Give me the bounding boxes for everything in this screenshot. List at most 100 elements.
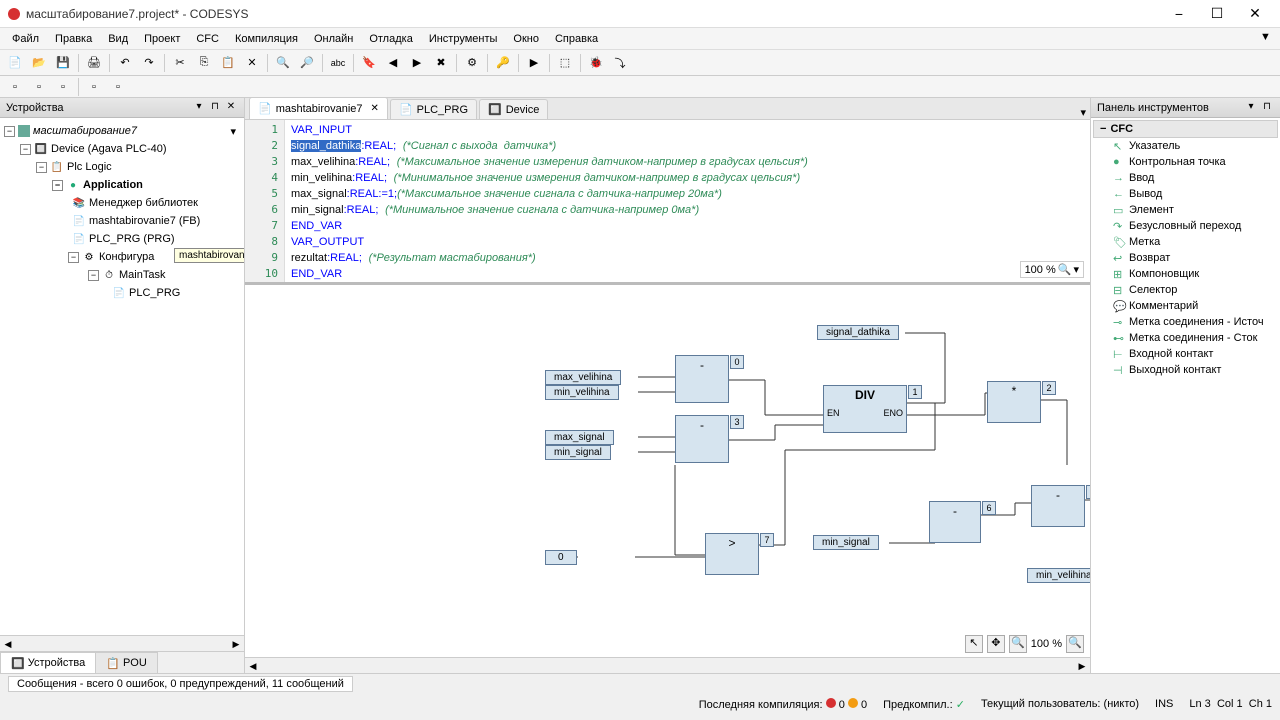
tool1[interactable]: ▫ [4,76,26,98]
move-tool-icon[interactable]: ✥ [987,635,1005,653]
panel-dropdown-icon[interactable]: ▾ [1244,101,1258,115]
input-max-signal[interactable]: max_signal [545,430,614,445]
tab-mashtabirovanie7[interactable]: 📄mashtabirovanie7✕ [249,97,388,119]
tree-root[interactable]: − масштабирование7 ▾ [4,122,240,140]
find-button[interactable]: 🔍 [272,52,294,74]
tool-item[interactable]: ⊷Метка соединения - Сток [1093,330,1278,346]
tab-devices[interactable]: 🔲Устройства [0,652,96,673]
tool-item[interactable]: ←Вывод [1093,186,1278,202]
redo-button[interactable]: ↷ [138,52,160,74]
close-icon[interactable]: ✕ [371,103,379,114]
tree-taskconf[interactable]: − ⚙ Конфигура mashtabirovanie7 (FB) [4,248,240,266]
undo-button[interactable]: ↶ [114,52,136,74]
tab-plcprg[interactable]: 📄PLC_PRG [390,99,477,119]
panel-pin-icon[interactable]: ⊓ [208,101,222,115]
panel-dropdown-icon[interactable]: ▾ [192,101,206,115]
menu-онлайн[interactable]: Онлайн [306,31,361,47]
input-zero[interactable]: 0 [545,550,577,565]
tab-pou[interactable]: 📋POU [95,652,158,673]
menu-вид[interactable]: Вид [100,31,136,47]
pointer-tool-icon[interactable]: ↖ [965,635,983,653]
prev-bookmark-button[interactable]: ◀ [382,52,404,74]
tree-maintask[interactable]: − ⏱ MainTask [4,266,240,284]
print-button[interactable]: 🖨 [83,52,105,74]
build-button[interactable]: ⚙ [461,52,483,74]
debug-button[interactable]: 🐞 [585,52,607,74]
copy-button[interactable]: ⎘ [193,52,215,74]
zoom-fit-icon[interactable]: 🔍 [1066,635,1084,653]
tool3[interactable]: ▫ [52,76,74,98]
tree-prg[interactable]: 📄 PLC_PRG (PRG) [4,230,240,248]
input-min-signal2[interactable]: min_signal [813,535,879,550]
tool-item[interactable]: →Ввод [1093,170,1278,186]
maximize-button[interactable]: ☐ [1200,3,1234,25]
device-tree[interactable]: − масштабирование7 ▾ − 🔲 Device (Agava P… [0,118,244,635]
tool-item[interactable]: 💬Комментарий [1093,298,1278,314]
sim-button[interactable]: ⬚ [554,52,576,74]
cfc-diagram[interactable]: signal_dathika max_velihina min_velihina… [245,285,1090,657]
block-sub0[interactable]: - 0 [675,355,729,403]
clear-bookmark-button[interactable]: ✖ [430,52,452,74]
tool-item[interactable]: ⊞Компоновщик [1093,266,1278,282]
next-bookmark-button[interactable]: ▶ [406,52,428,74]
tool-item[interactable]: ↩Возврат [1093,250,1278,266]
code-editor[interactable]: 123456789101112 VAR_INPUT signal_dathika… [245,120,1090,285]
editor-scrollbar[interactable]: ◀▶ [245,657,1090,673]
tree-fb[interactable]: 📄 mashtabirovanie7 (FB) [4,212,240,230]
panel-pin-icon[interactable]: ⊓ [1260,101,1274,115]
findnext-button[interactable]: 🔎 [296,52,318,74]
paste-button[interactable]: 📋 [217,52,239,74]
login-button[interactable]: 🔑 [492,52,514,74]
tool-item[interactable]: ⊣Выходной контакт [1093,362,1278,378]
status-messages[interactable]: Сообщения - всего 0 ошибок, 0 предупрежд… [8,676,353,692]
tree-lib[interactable]: 📚 Менеджер библиотек [4,194,240,212]
tree-plcprg-task[interactable]: 📄 PLC_PRG [4,284,240,302]
close-button[interactable]: ✕ [1238,3,1272,25]
menu-справка[interactable]: Справка [547,31,606,47]
menu-проект[interactable]: Проект [136,31,188,47]
tab-dropdown-icon[interactable]: ▾ [1080,106,1086,119]
rename-button[interactable]: abc [327,52,349,74]
tool-item[interactable]: 🏷Метка [1093,234,1278,250]
tool2[interactable]: ▫ [28,76,50,98]
input-min-velihina[interactable]: min_velihina [545,385,619,400]
panel-close-icon[interactable]: ✕ [224,101,238,115]
cut-button[interactable]: ✂ [169,52,191,74]
zoom-tool-icon[interactable]: 🔍 [1009,635,1027,653]
tool-item[interactable]: ●Контрольная точка [1093,154,1278,170]
block-sub6[interactable]: - 6 [929,501,981,543]
filter-icon[interactable]: ▼ [1260,31,1276,47]
tool-category-cfc[interactable]: −CFC [1093,120,1278,138]
tool4[interactable]: ▫ [83,76,105,98]
minimize-button[interactable]: − [1162,3,1196,25]
menu-компиляция[interactable]: Компиляция [227,31,306,47]
tool-item[interactable]: ↖Указатель [1093,138,1278,154]
tree-scrollbar[interactable]: ◀▶ [0,635,244,651]
menu-файл[interactable]: Файл [4,31,47,47]
delete-button[interactable]: ✕ [241,52,263,74]
tool-item[interactable]: ▭Элемент [1093,202,1278,218]
tool5[interactable]: ▫ [107,76,129,98]
input-signal-dathika[interactable]: signal_dathika [817,325,899,340]
tool-item[interactable]: ⊢Входной контакт [1093,346,1278,362]
block-mul2[interactable]: * 2 [987,381,1041,423]
menu-окно[interactable]: Окно [505,31,547,47]
code-zoom[interactable]: 100 %🔍▾ [1020,261,1084,278]
tab-device[interactable]: 🔲Device [479,99,548,119]
open-button[interactable]: 📂 [28,52,50,74]
menu-правка[interactable]: Правка [47,31,100,47]
input-max-velihina[interactable]: max_velihina [545,370,621,385]
save-button[interactable]: 💾 [52,52,74,74]
block-div[interactable]: DIV EN ENO 1 [823,385,907,433]
expander-icon[interactable]: − [4,126,15,137]
tool-item[interactable]: ⊟Селектор [1093,282,1278,298]
menu-cfc[interactable]: CFC [188,31,227,47]
input-min-velihina2[interactable]: min_velihina [1027,568,1090,583]
bookmark-button[interactable]: 🔖 [358,52,380,74]
block-sub3[interactable]: - 3 [675,415,729,463]
step-button[interactable]: ⤵ [609,52,631,74]
new-button[interactable]: 📄 [4,52,26,74]
menu-отладка[interactable]: Отладка [361,31,420,47]
start-button[interactable]: ▶ [523,52,545,74]
tool-item[interactable]: ↷Безусловный переход [1093,218,1278,234]
